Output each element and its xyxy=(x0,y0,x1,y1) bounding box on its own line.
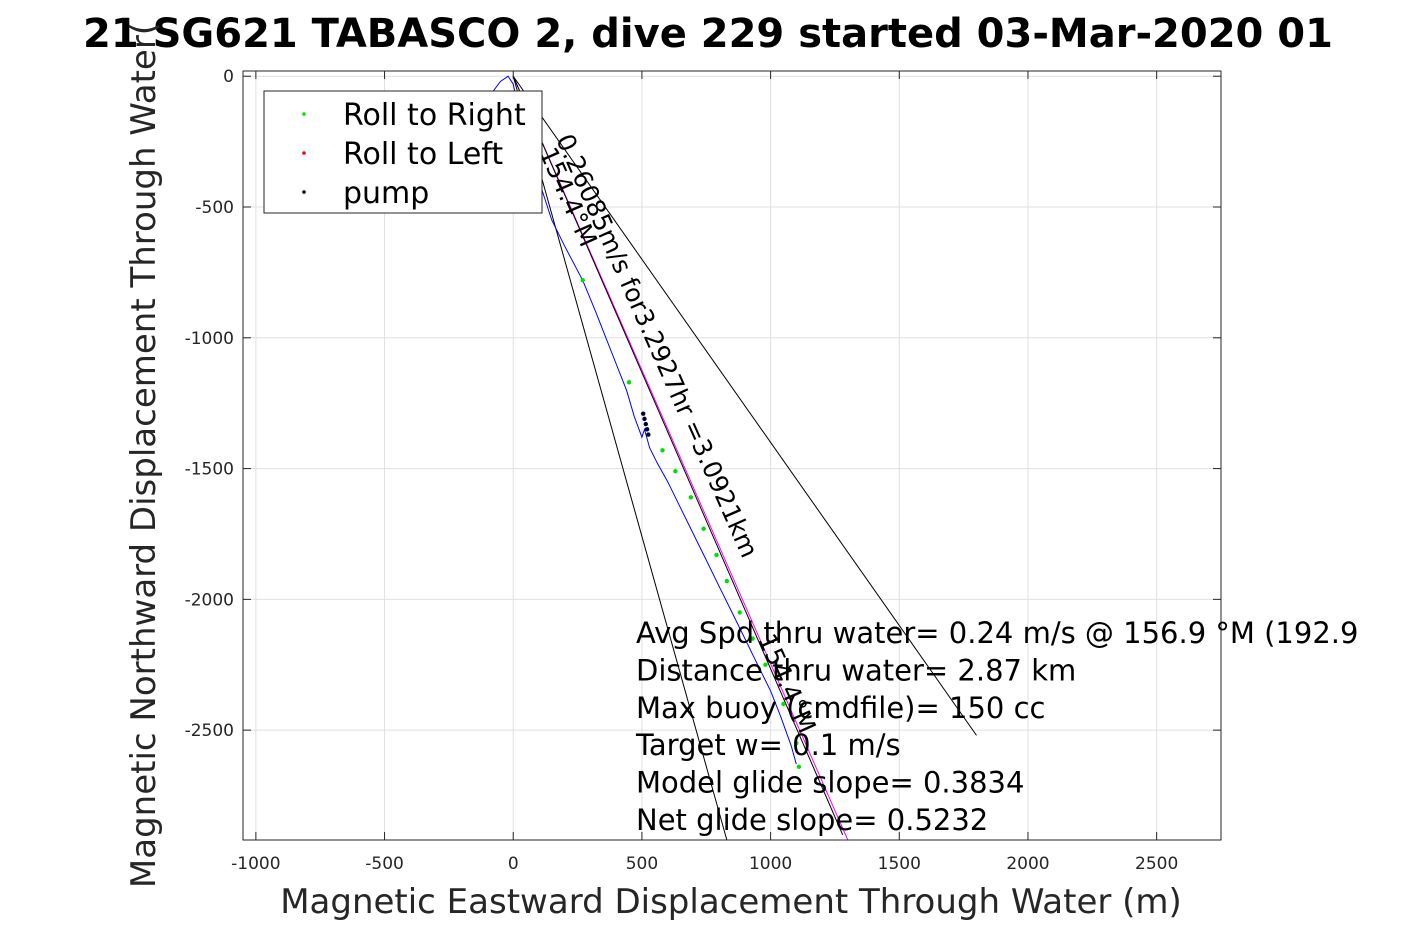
annotation-line: Distance thru water= 2.87 km xyxy=(636,653,1076,687)
roll-right-point xyxy=(660,448,665,453)
roll-right-point xyxy=(626,380,632,385)
x-tick-label: 2000 xyxy=(1006,854,1049,874)
y-tick-label: -1500 xyxy=(185,460,234,480)
x-tick-label: 0 xyxy=(508,854,519,874)
x-tick-label: -1000 xyxy=(231,854,280,874)
annotation-line: Max buoy (cmdfile)= 150 cc xyxy=(636,691,1045,725)
x-tick-label: 2500 xyxy=(1135,854,1178,874)
axis-ticks: -1000 -500 0 500 1000 1500 2000 2500 0 -500 -1000 -… xyxy=(185,67,1221,874)
x-tick-label: 1000 xyxy=(749,854,792,874)
y-tick-label: -2000 xyxy=(185,590,234,610)
x-axis-label: Magnetic Eastward Displacement Through W… xyxy=(280,882,1182,922)
y-tick-label: -2500 xyxy=(185,721,234,741)
plot-frame xyxy=(242,70,1222,841)
legend-marker xyxy=(302,112,306,116)
x-tick-label: 500 xyxy=(626,854,658,874)
pump-point xyxy=(641,411,646,416)
reference-line xyxy=(512,76,728,841)
roll-right-point xyxy=(737,610,742,615)
pump-point xyxy=(646,432,651,437)
annotation-line: Avg Spd thru water= 0.24 m/s @ 156.9 °M … xyxy=(636,616,1358,650)
chart-title: 21 SG621 TABASCO 2, dive 229 started 03-… xyxy=(83,11,1333,57)
roll-right-point xyxy=(763,662,768,667)
x-tick-label: -500 xyxy=(365,854,404,874)
reference-line xyxy=(512,75,977,736)
annotation-line: Model glide slope= 0.3834 xyxy=(636,766,1024,800)
pump-point xyxy=(643,421,648,427)
x-tick-label: 1500 xyxy=(878,854,921,874)
roll-right-point xyxy=(580,278,585,283)
y-tick-label: -500 xyxy=(195,198,234,218)
roll-right-point xyxy=(688,495,694,500)
roll-right-point xyxy=(701,526,706,531)
pump-point xyxy=(644,427,650,432)
legend-label: Roll to Right xyxy=(343,98,526,133)
legend-box xyxy=(263,90,543,214)
roll-right-point xyxy=(796,764,802,769)
legend: Roll to Right Roll to Left pump xyxy=(263,90,543,214)
legend-marker xyxy=(302,190,306,194)
annotation-line: Target w= 0.1 m/s xyxy=(635,728,901,762)
legend-label: Roll to Left xyxy=(343,137,503,172)
legend-label: pump xyxy=(343,176,429,211)
pump-point xyxy=(642,416,647,422)
roll-right-point xyxy=(714,552,719,558)
y-tick-label: 0 xyxy=(223,67,234,87)
roll-right-point xyxy=(781,701,786,707)
roll-right-point xyxy=(724,578,730,584)
reference-line xyxy=(512,76,844,835)
y-tick-label: -1000 xyxy=(185,329,234,349)
annotation-block: Avg Spd thru water= 0.24 m/s @ 156.9 °M … xyxy=(635,616,1358,837)
y-axis-label: Magnetic Northward Displacement Through … xyxy=(124,22,164,888)
legend-marker xyxy=(302,151,306,155)
roll-right-point xyxy=(750,636,755,641)
roll-right-point xyxy=(673,468,678,474)
annotation-line: Net glide slope= 0.5232 xyxy=(636,803,988,837)
roll-right-point xyxy=(794,741,799,746)
